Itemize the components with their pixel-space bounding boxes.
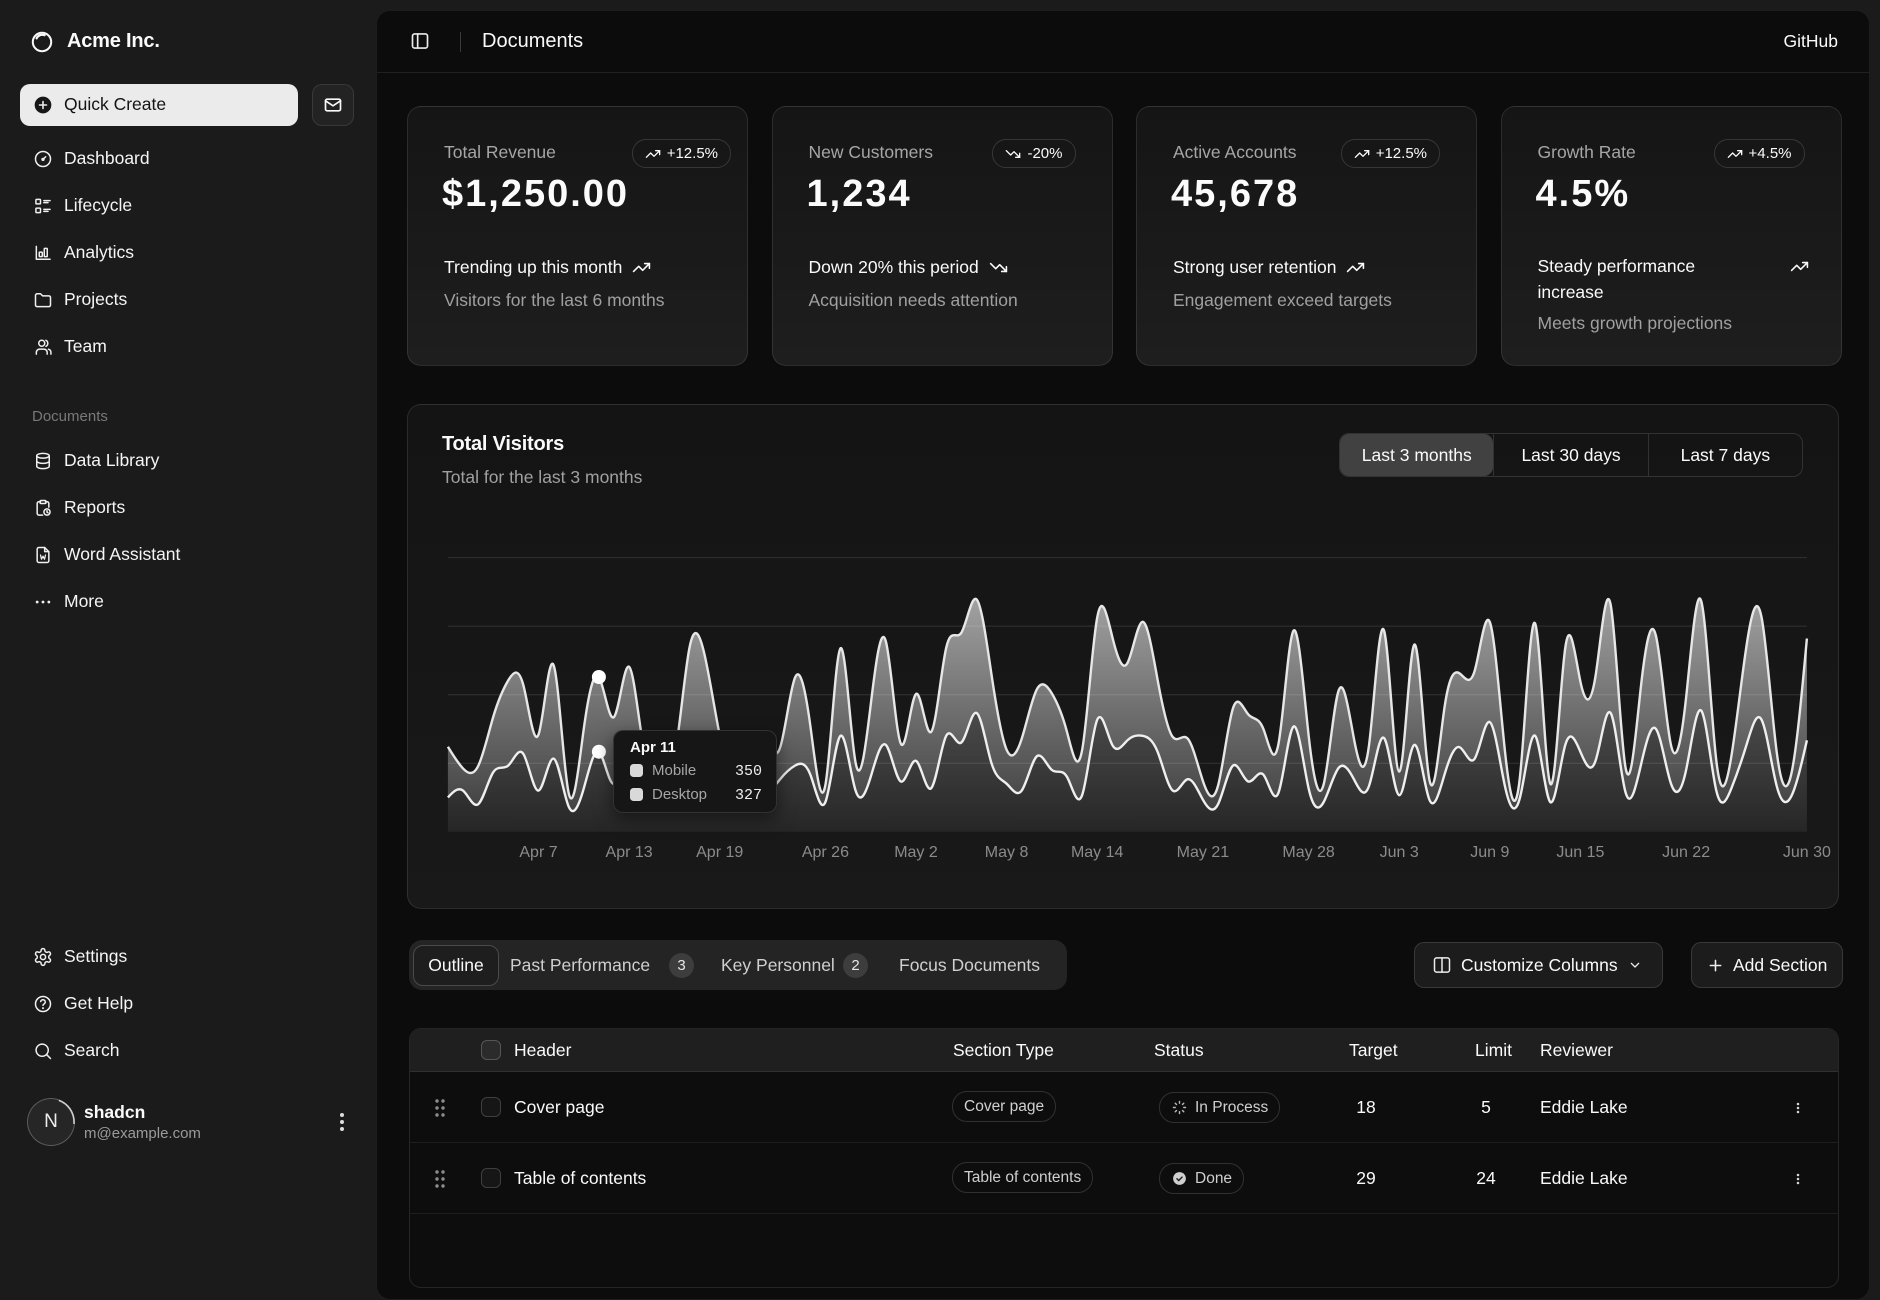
- svg-text:May 21: May 21: [1177, 844, 1230, 861]
- svg-text:Jun 9: Jun 9: [1470, 844, 1509, 861]
- svg-text:Apr 19: Apr 19: [696, 844, 743, 861]
- svg-text:Apr 7: Apr 7: [519, 844, 557, 861]
- svg-text:May 8: May 8: [985, 844, 1029, 861]
- svg-text:May 2: May 2: [894, 844, 938, 861]
- svg-text:May 28: May 28: [1282, 844, 1335, 861]
- svg-text:Jun 30: Jun 30: [1783, 844, 1831, 861]
- svg-text:May 14: May 14: [1071, 844, 1124, 861]
- svg-text:Jun 22: Jun 22: [1662, 844, 1710, 861]
- svg-text:Jun 15: Jun 15: [1556, 844, 1604, 861]
- svg-text:Jun 3: Jun 3: [1380, 844, 1419, 861]
- svg-text:Apr 13: Apr 13: [606, 844, 653, 861]
- svg-text:Apr 26: Apr 26: [802, 844, 849, 861]
